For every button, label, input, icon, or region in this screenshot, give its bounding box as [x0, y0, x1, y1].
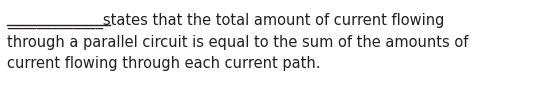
- Text: _____________states that the total amount of current flowing
through a parallel : _____________states that the total amoun…: [7, 13, 468, 71]
